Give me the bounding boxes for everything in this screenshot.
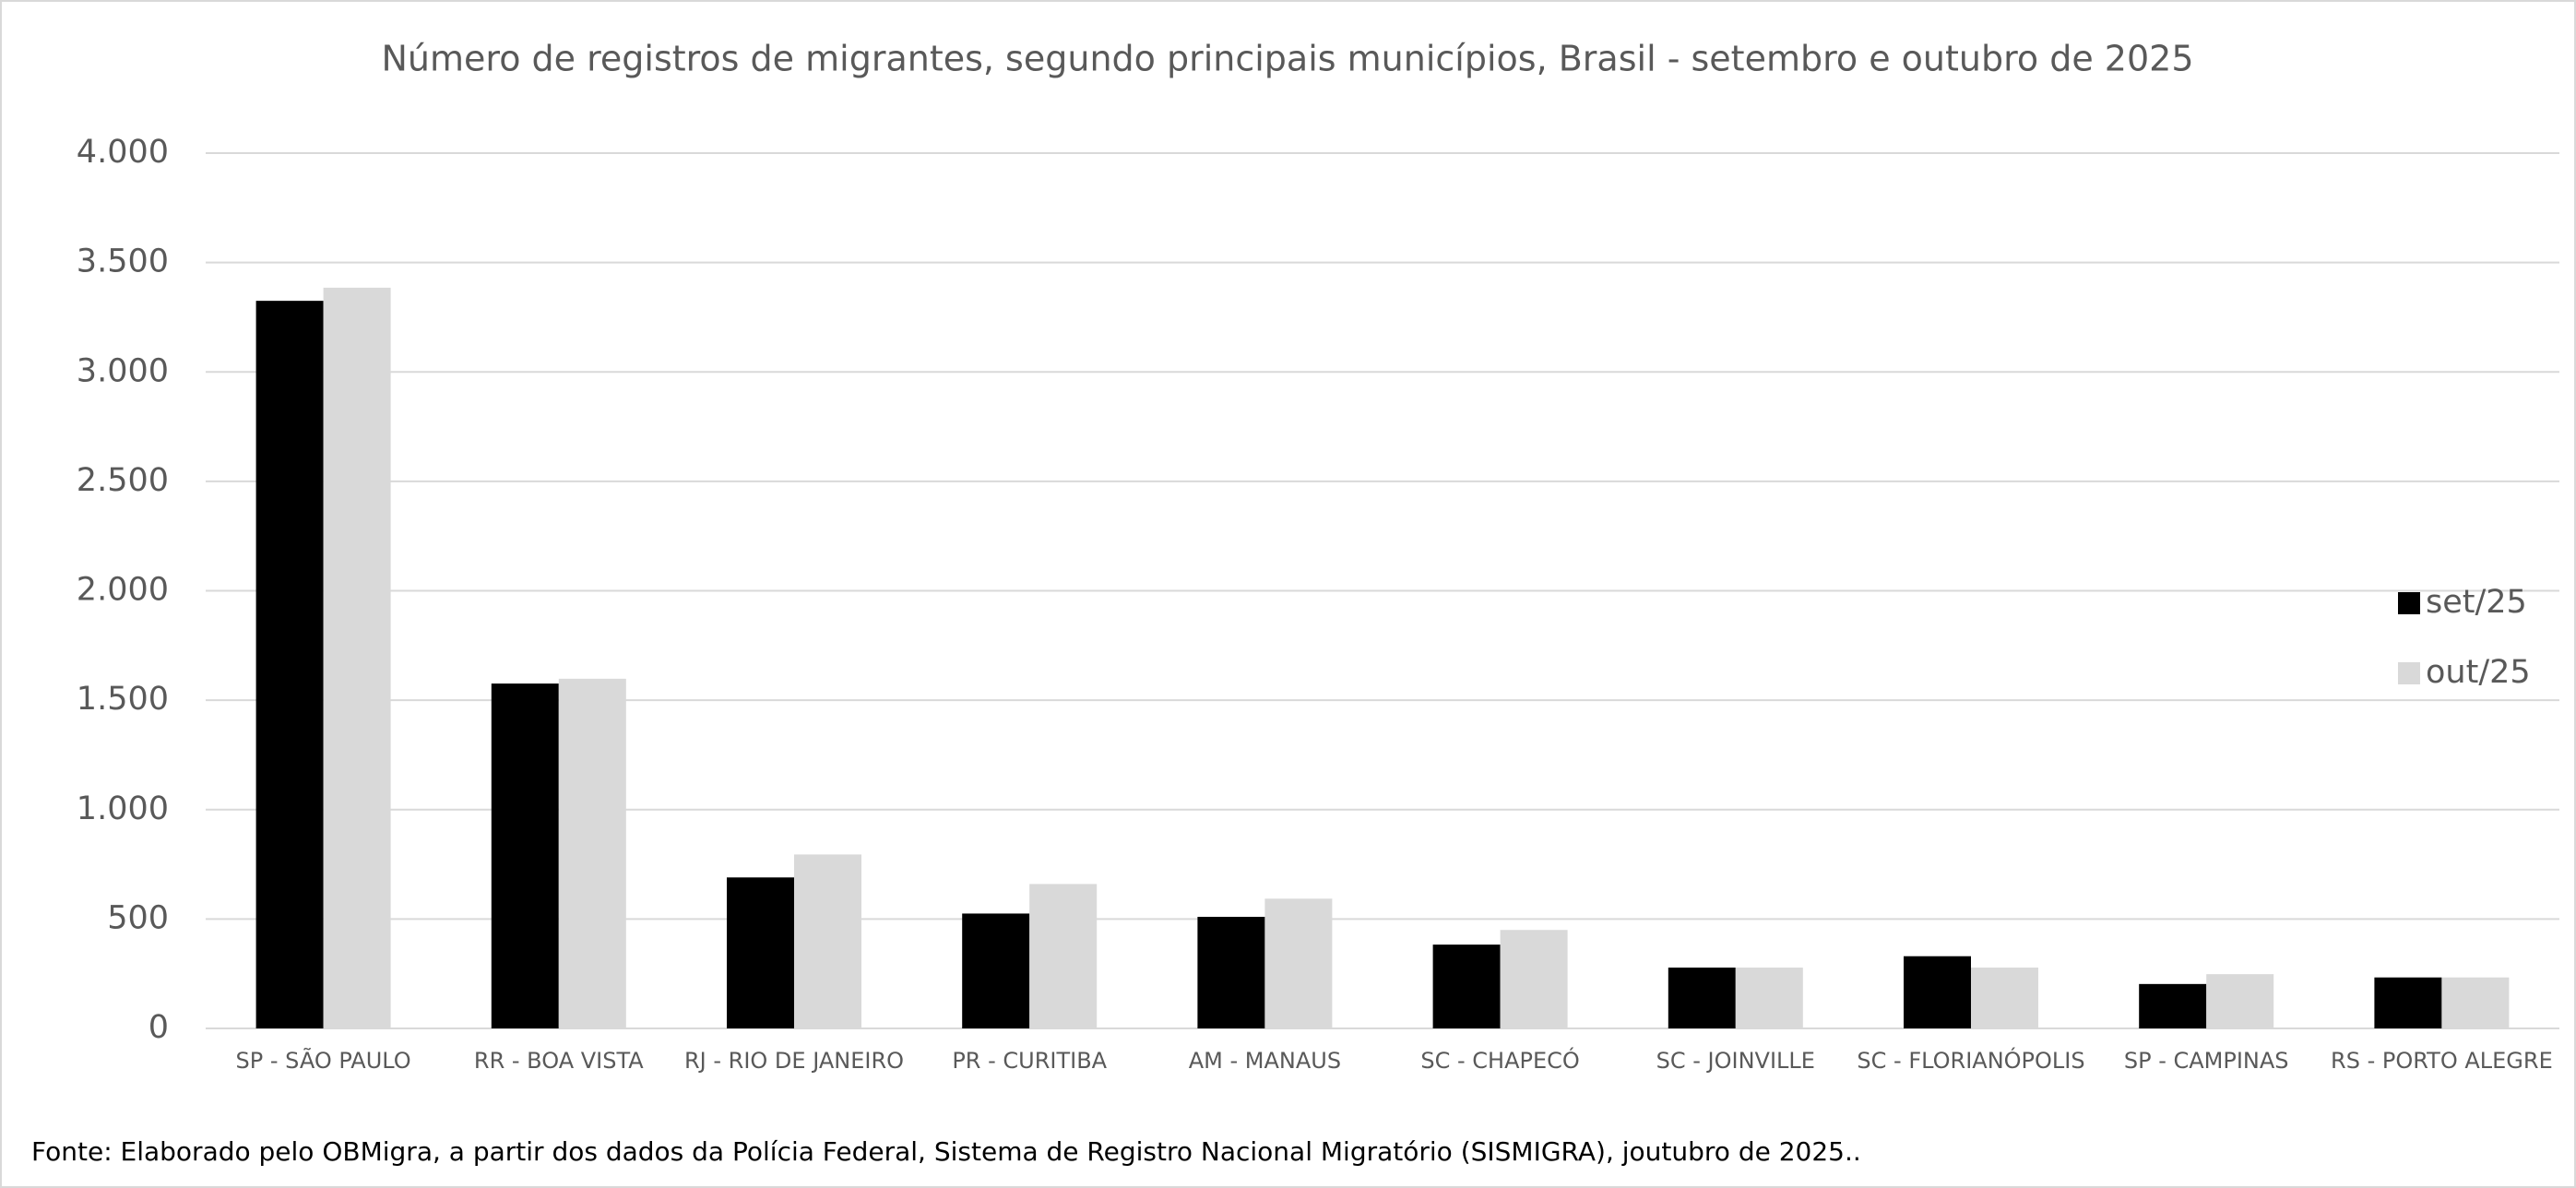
x-tick-label: SC - JOINVILLE [1656, 1048, 1815, 1074]
y-tick-label: 1.500 [77, 681, 169, 718]
x-tick-label: SC - CHAPECÓ [1420, 1046, 1579, 1074]
bar [2206, 974, 2274, 1028]
y-tick-label: 3.500 [77, 244, 169, 280]
bar [558, 678, 626, 1028]
bar [1904, 956, 1971, 1028]
y-tick-label: 3.000 [77, 352, 169, 389]
y-tick-label: 2.500 [77, 462, 169, 499]
bar [962, 913, 1030, 1028]
x-tick-label: PR - CURITIBA [952, 1048, 1107, 1074]
bar [794, 854, 861, 1028]
x-tick-label: AM - MANAUS [1189, 1048, 1341, 1074]
bar [323, 287, 391, 1028]
y-tick-label: 500 [107, 899, 169, 936]
bar [727, 877, 794, 1028]
bar [1432, 944, 1501, 1028]
bar [2374, 977, 2442, 1028]
legend-label: out/25 [2426, 654, 2531, 691]
bar [491, 683, 559, 1028]
x-tick-label: SC - FLORIANÓPOLIS [1857, 1046, 2084, 1074]
y-tick-label: 4.000 [77, 134, 169, 171]
chart-title: Número de registros de migrantes, segund… [382, 39, 2194, 79]
y-tick-label: 1.000 [77, 790, 169, 827]
bar [1668, 968, 1736, 1028]
x-tick-label: RR - BOA VISTA [474, 1048, 644, 1074]
bar [2139, 983, 2207, 1028]
legend-swatch [2398, 592, 2420, 614]
source-note: Fonte: Elaborado pelo OBMigra, a partir … [31, 1136, 1861, 1167]
bar [1197, 917, 1265, 1028]
y-tick-label: 2.000 [77, 572, 169, 609]
bar [1735, 968, 1803, 1028]
x-tick-label: SP - CAMPINAS [2124, 1048, 2289, 1074]
bar [255, 301, 324, 1028]
bar [1971, 968, 2038, 1028]
bar [1029, 884, 1098, 1028]
bar [1264, 898, 1333, 1028]
x-tick-label: RS - PORTO ALEGRE [2331, 1048, 2553, 1074]
y-tick-label: 0 [148, 1009, 169, 1046]
bar [1500, 930, 1568, 1028]
legend-swatch [2398, 662, 2420, 684]
x-tick-label: SP - SÃO PAULO [236, 1046, 411, 1074]
bar [2441, 977, 2510, 1028]
legend-label: set/25 [2426, 584, 2527, 621]
x-tick-label: RJ - RIO DE JANEIRO [684, 1048, 904, 1074]
